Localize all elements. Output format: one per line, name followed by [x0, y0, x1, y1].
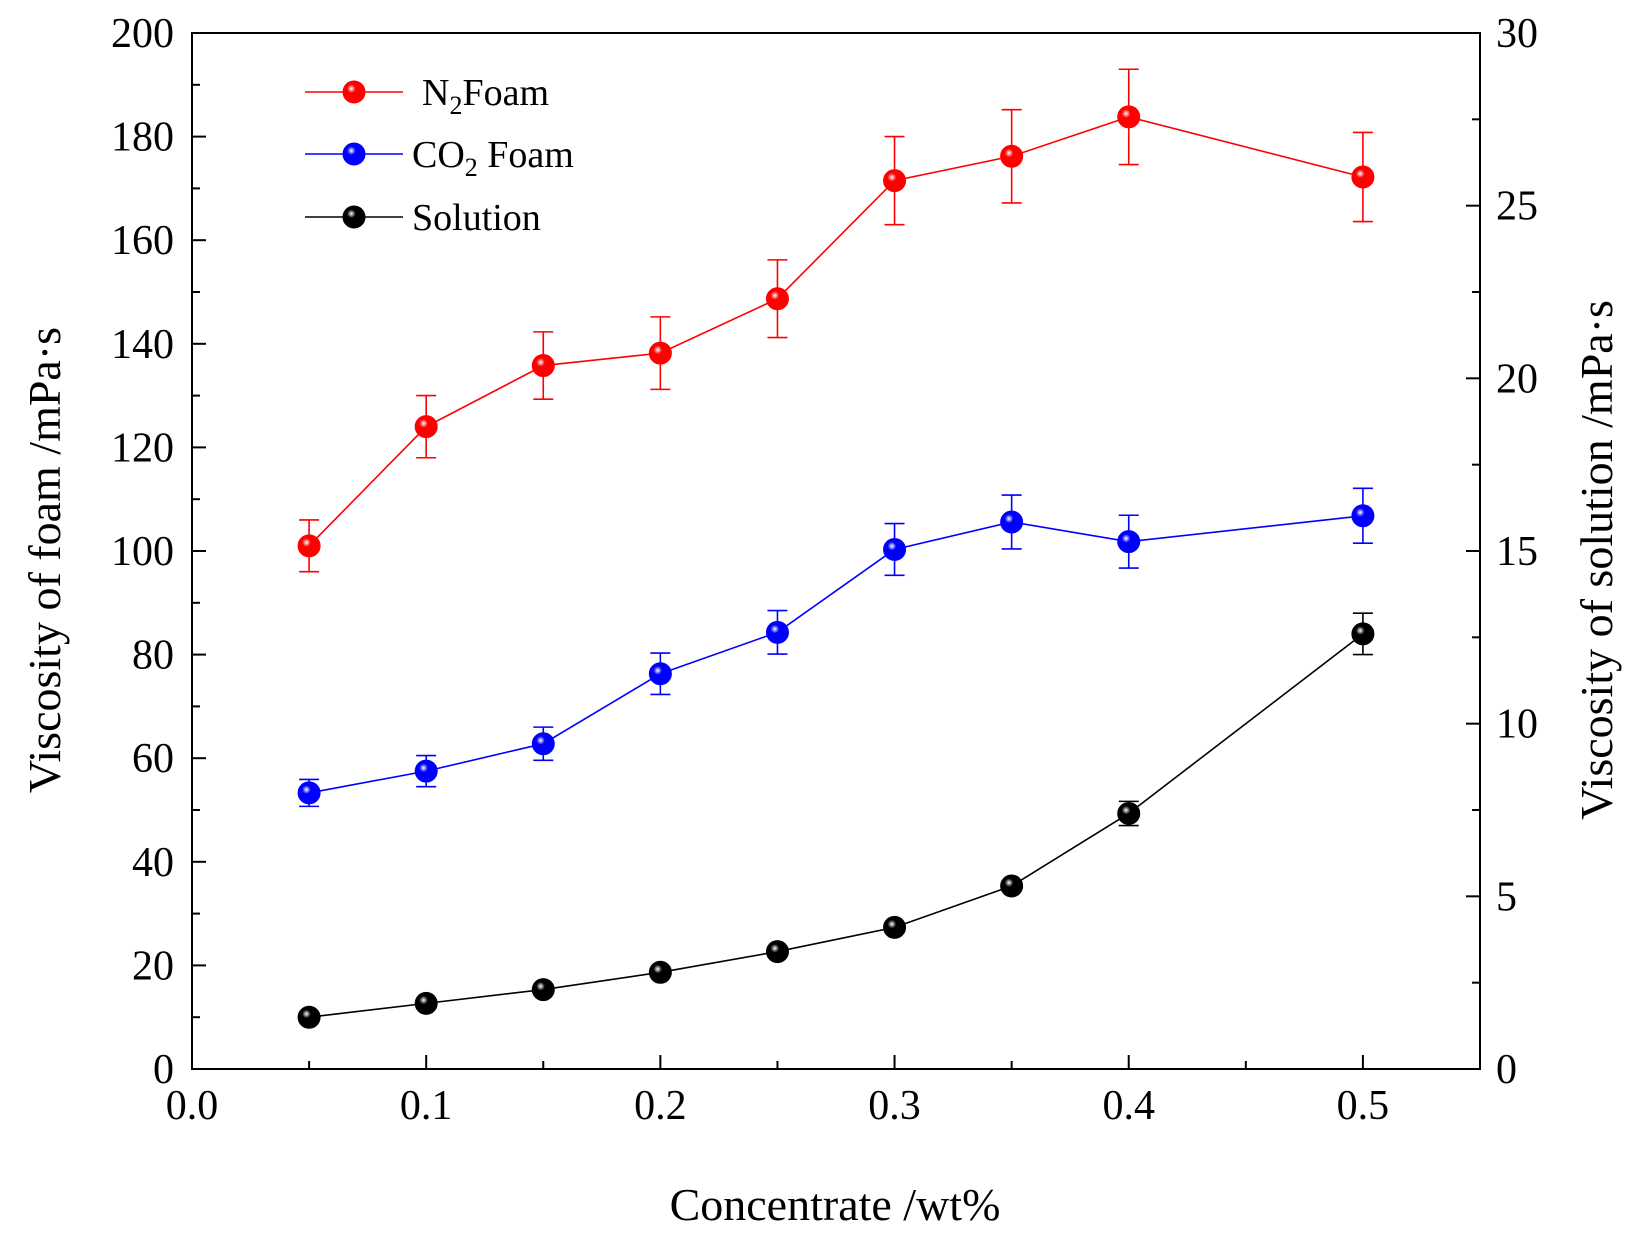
data-point	[1351, 504, 1375, 528]
left-tick-label: 200	[111, 11, 174, 57]
legend-entry: CO2 Foam	[305, 134, 574, 182]
legend-label: Solution	[412, 197, 541, 239]
x-tick-label: 0.3	[868, 1083, 921, 1129]
legend-entry: N2Foam	[305, 72, 549, 120]
data-point	[1351, 622, 1375, 646]
data-point	[1117, 105, 1141, 129]
left-tick-label: 100	[111, 529, 174, 575]
right-tick-label: 20	[1496, 356, 1538, 402]
left-tick-label: 80	[132, 633, 174, 679]
data-point	[531, 732, 555, 756]
series-co2-foam	[297, 487, 1375, 808]
legend-marker	[342, 142, 366, 166]
x-tick-label: 0.4	[1102, 1083, 1155, 1129]
left-tick-label: 140	[111, 322, 174, 368]
left-tick-label: 40	[132, 840, 174, 886]
left-tick-label: 0	[153, 1047, 174, 1093]
data-point	[648, 960, 672, 984]
data-point	[765, 940, 789, 964]
right-tick-label: 10	[1496, 702, 1538, 748]
data-point	[297, 534, 321, 558]
legend-entry: Solution	[305, 197, 541, 239]
series-n2-foam	[297, 68, 1375, 573]
data-point	[1117, 530, 1141, 554]
legend-label: CO2 Foam	[412, 134, 574, 182]
series-layer	[297, 68, 1375, 1029]
left-tick-label: 160	[111, 218, 174, 264]
data-point	[883, 169, 907, 193]
plot-frame	[191, 32, 1481, 1070]
left-axis-title: Viscosity of foam /mPa·s	[19, 327, 70, 793]
data-point	[1117, 801, 1141, 825]
axes: 0.0 0.1 0.2 0.3 0.4 0.50204060801001201401601…	[111, 11, 1538, 1129]
x-tick-label: 0.2	[634, 1083, 687, 1129]
right-axis-title: Viscosity of solution /mPa·s	[1571, 300, 1622, 820]
right-tick-label: 5	[1496, 874, 1517, 920]
data-point	[1351, 165, 1375, 189]
left-tick-label: 120	[111, 425, 174, 471]
left-tick-label: 60	[132, 736, 174, 782]
data-point	[531, 978, 555, 1002]
data-point	[765, 287, 789, 311]
data-point	[883, 537, 907, 561]
series-line	[308, 633, 1364, 1018]
right-tick-label: 25	[1496, 184, 1538, 230]
data-point	[1000, 874, 1024, 898]
data-point	[648, 662, 672, 686]
data-point	[414, 991, 438, 1015]
data-point	[883, 915, 907, 939]
data-point	[765, 620, 789, 644]
data-point	[531, 354, 555, 378]
data-point	[648, 341, 672, 365]
left-tick-label: 180	[111, 115, 174, 161]
x-tick-label: 0.0	[166, 1083, 219, 1129]
data-point	[414, 415, 438, 439]
legend-label: N2Foam	[422, 72, 549, 120]
data-point	[414, 759, 438, 783]
legend-marker	[342, 205, 366, 229]
series-solution	[297, 612, 1375, 1029]
legend: N2Foam CO2 Foam Solution	[305, 72, 574, 239]
legend-marker	[342, 80, 366, 104]
left-tick-label: 20	[132, 943, 174, 989]
right-tick-label: 0	[1496, 1047, 1517, 1093]
data-point	[1000, 510, 1024, 534]
right-tick-label: 15	[1496, 529, 1538, 575]
x-tick-label: 0.5	[1337, 1083, 1390, 1129]
x-tick-label: 0.1	[400, 1083, 453, 1129]
x-axis-title: Concentrate /wt%	[670, 1179, 1001, 1230]
data-point	[297, 781, 321, 805]
series-line	[308, 514, 1363, 794]
data-point	[1000, 144, 1024, 168]
right-tick-label: 30	[1496, 11, 1538, 57]
data-point	[297, 1005, 321, 1029]
